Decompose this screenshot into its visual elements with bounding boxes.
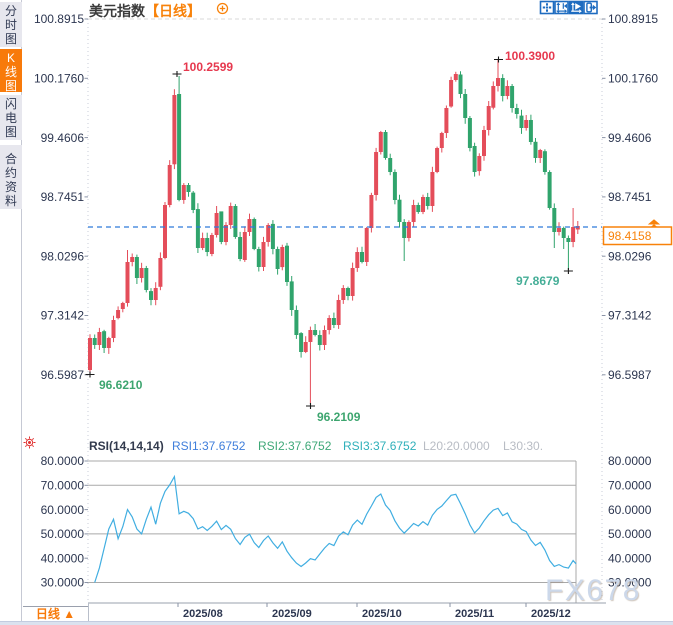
svg-text:2025/08: 2025/08 bbox=[183, 608, 223, 620]
svg-text:50.0000: 50.0000 bbox=[41, 527, 85, 541]
svg-text:97.3142: 97.3142 bbox=[41, 309, 85, 323]
svg-text:96.5987: 96.5987 bbox=[41, 368, 85, 382]
svg-text:96.6210: 96.6210 bbox=[99, 378, 143, 392]
svg-text:100.1760: 100.1760 bbox=[34, 72, 84, 86]
svg-text:L30:30.: L30:30. bbox=[503, 439, 543, 453]
svg-text:2025/09: 2025/09 bbox=[272, 608, 312, 620]
svg-text:100.1760: 100.1760 bbox=[608, 72, 658, 86]
svg-text:98.7451: 98.7451 bbox=[41, 190, 85, 204]
svg-text:L20:20.0000: L20:20.0000 bbox=[423, 439, 490, 453]
svg-text:100.8915: 100.8915 bbox=[34, 12, 84, 26]
svg-text:80.0000: 80.0000 bbox=[608, 454, 652, 468]
svg-text:100.8915: 100.8915 bbox=[608, 12, 658, 26]
svg-text:98.0296: 98.0296 bbox=[41, 249, 85, 263]
svg-text:97.8679: 97.8679 bbox=[516, 274, 560, 288]
svg-text:99.4606: 99.4606 bbox=[608, 131, 652, 145]
svg-text:98.7451: 98.7451 bbox=[608, 190, 652, 204]
svg-text:2025/12: 2025/12 bbox=[531, 608, 571, 620]
svg-text:100.3900: 100.3900 bbox=[505, 49, 555, 63]
svg-text:99.4606: 99.4606 bbox=[41, 131, 85, 145]
svg-text:98.0296: 98.0296 bbox=[608, 249, 652, 263]
svg-text:2025/10: 2025/10 bbox=[362, 608, 402, 620]
svg-text:100.2599: 100.2599 bbox=[183, 60, 233, 74]
svg-text:60.0000: 60.0000 bbox=[41, 503, 85, 517]
svg-text:98.4158: 98.4158 bbox=[608, 229, 652, 243]
svg-text:97.3142: 97.3142 bbox=[608, 309, 652, 323]
svg-text:96.2109: 96.2109 bbox=[317, 410, 361, 424]
svg-text:30.0000: 30.0000 bbox=[608, 576, 652, 590]
svg-text:RSI1:37.6752: RSI1:37.6752 bbox=[172, 439, 246, 453]
svg-text:2025/11: 2025/11 bbox=[455, 608, 494, 620]
svg-text:40.0000: 40.0000 bbox=[608, 551, 652, 565]
svg-text:RSI2:37.6752: RSI2:37.6752 bbox=[258, 439, 332, 453]
svg-text:30.0000: 30.0000 bbox=[41, 576, 85, 590]
svg-text:60.0000: 60.0000 bbox=[608, 503, 652, 517]
svg-text:RSI(14,14,14): RSI(14,14,14) bbox=[89, 439, 164, 453]
svg-text:70.0000: 70.0000 bbox=[608, 479, 652, 493]
svg-text:40.0000: 40.0000 bbox=[41, 551, 85, 565]
svg-text:80.0000: 80.0000 bbox=[41, 454, 85, 468]
svg-text:70.0000: 70.0000 bbox=[41, 479, 85, 493]
svg-text:50.0000: 50.0000 bbox=[608, 527, 652, 541]
svg-text:RSI3:37.6752: RSI3:37.6752 bbox=[343, 439, 417, 453]
svg-text:96.5987: 96.5987 bbox=[608, 368, 652, 382]
